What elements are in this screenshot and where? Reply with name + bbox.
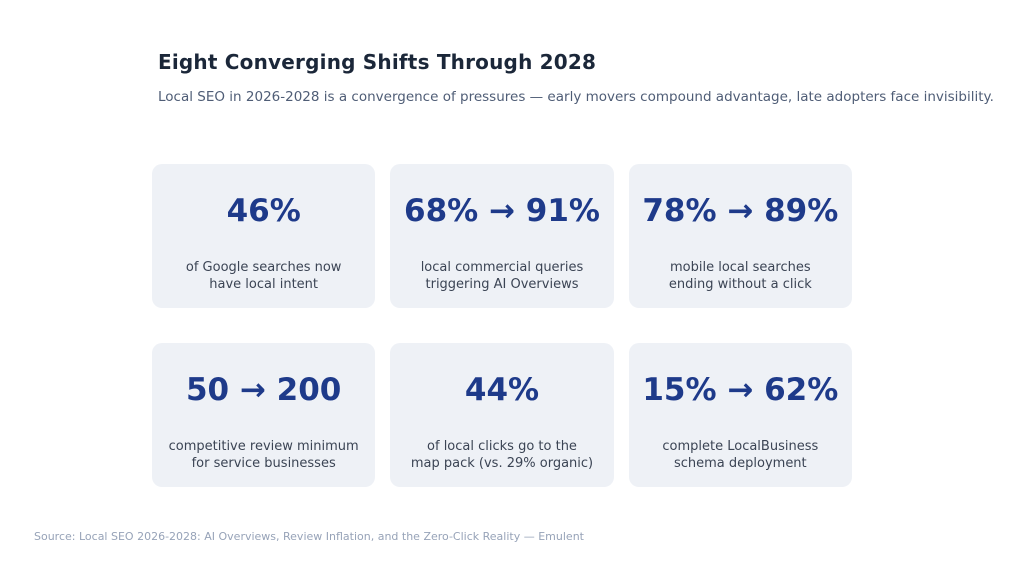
page-title: Eight Converging Shifts Through 2028 (158, 50, 597, 74)
stat-card-ai-overviews: 68% → 91% local commercial queries trigg… (390, 164, 614, 308)
stat-value: 46% (226, 193, 301, 229)
stat-value: 68% → 91% (404, 193, 600, 229)
stat-value: 44% (464, 372, 540, 408)
stat-label: of Google searches now have local intent (185, 259, 342, 292)
stat-label: of local clicks go to the map pack (vs. … (410, 438, 594, 471)
stat-label: local commercial queries triggering AI O… (420, 259, 584, 292)
stat-card-review-minimum: 50 → 200 competitive review minimum for … (152, 343, 376, 487)
stat-value: 50 → 200 (185, 372, 342, 408)
stat-card-zero-click: 78% → 89% mobile local searches ending w… (628, 164, 852, 308)
stat-label: competitive review minimum for service b… (168, 438, 359, 471)
stat-card-local-intent: 46% of Google searches now have local in… (152, 164, 376, 308)
stat-label: mobile local searches ending without a c… (668, 259, 812, 292)
stat-label: complete LocalBusiness schema deployment (662, 438, 819, 471)
source-note: Source: Local SEO 2026-2028: AI Overview… (34, 530, 584, 543)
stat-value: 78% → 89% (642, 193, 839, 229)
stat-card-map-pack: 44% of local clicks go to the map pack (… (390, 343, 614, 487)
stat-value: 15% → 62% (642, 372, 839, 408)
page-subtitle: Local SEO in 2026-2028 is a convergence … (158, 89, 994, 105)
header: Eight Converging Shifts Through 2028 Loc… (158, 50, 998, 105)
stats-grid: 46% of Google searches now have local in… (152, 164, 852, 487)
stat-card-schema-deployment: 15% → 62% complete LocalBusiness schema … (628, 343, 852, 487)
